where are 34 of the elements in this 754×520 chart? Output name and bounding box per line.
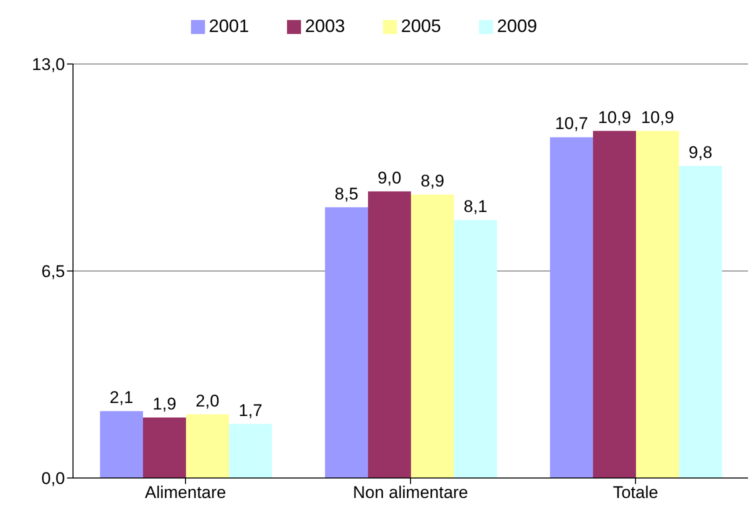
legend-label: 2009 bbox=[497, 16, 538, 36]
data-label: 2,0 bbox=[196, 391, 220, 410]
x-tick-label: Non alimentare bbox=[352, 483, 468, 502]
data-label: 1,7 bbox=[238, 400, 262, 420]
data-label: 2,1 bbox=[110, 388, 134, 408]
data-label: 8,1 bbox=[464, 197, 488, 216]
bar bbox=[186, 414, 229, 478]
y-tick-label: 6,5 bbox=[41, 262, 65, 282]
x-tick-label: Alimentare bbox=[144, 483, 226, 502]
bar bbox=[229, 424, 272, 478]
y-tick-label: 13,0 bbox=[32, 55, 65, 74]
legend-label: 2003 bbox=[304, 16, 345, 36]
bar bbox=[100, 411, 143, 478]
bar bbox=[593, 130, 636, 478]
data-label: 8,9 bbox=[420, 172, 444, 191]
data-label: 10,9 bbox=[598, 108, 632, 127]
data-label: 10,7 bbox=[554, 114, 588, 134]
bar bbox=[636, 130, 679, 478]
data-label: 9,8 bbox=[688, 142, 712, 162]
bar bbox=[679, 166, 722, 478]
bar bbox=[454, 220, 497, 478]
data-label: 8,5 bbox=[334, 184, 358, 204]
bar bbox=[411, 194, 454, 478]
bar bbox=[550, 137, 593, 478]
y-tick-label: 0,0 bbox=[41, 469, 65, 488]
bar bbox=[143, 417, 186, 478]
data-label: 9,0 bbox=[378, 168, 402, 188]
data-label: 1,9 bbox=[152, 394, 176, 414]
x-tick-label: Totale bbox=[612, 483, 658, 502]
bar bbox=[325, 207, 368, 478]
legend-label: 2001 bbox=[208, 16, 249, 36]
legend-label: 2005 bbox=[401, 16, 442, 36]
bar bbox=[368, 191, 411, 478]
data-label: 10,9 bbox=[640, 108, 674, 127]
